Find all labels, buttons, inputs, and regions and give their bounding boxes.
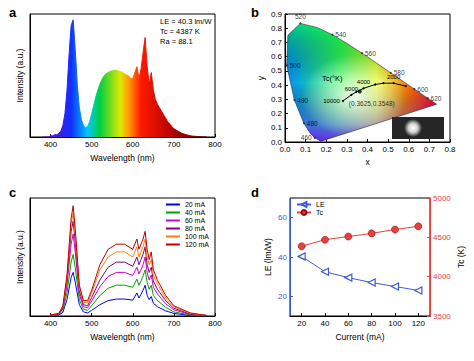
svg-text:LE = 40.3 lm/W: LE = 40.3 lm/W [160,17,212,26]
svg-text:3500: 3500 [433,312,451,321]
svg-text:520: 520 [295,13,306,20]
svg-text:80 mA: 80 mA [185,225,206,232]
svg-text:620: 620 [431,95,442,102]
svg-text:Tc (K): Tc (K) [456,246,466,268]
svg-text:540: 540 [335,31,346,38]
svg-text:480: 480 [307,120,318,127]
svg-text:40: 40 [321,319,330,328]
svg-text:0.5: 0.5 [271,66,283,75]
svg-text:d: d [251,185,259,200]
svg-text:2000: 2000 [387,74,401,80]
svg-text:0.5: 0.5 [383,145,395,154]
svg-text:800: 800 [208,140,222,149]
svg-text:500: 500 [85,140,99,149]
svg-text:0.6: 0.6 [271,52,283,61]
svg-text:40 mA: 40 mA [185,209,206,216]
svg-text:0.4: 0.4 [271,81,283,90]
svg-text:0.7: 0.7 [271,38,283,47]
svg-text:x: x [365,157,370,167]
svg-text:700: 700 [167,140,181,149]
svg-text:c: c [9,185,16,200]
svg-text:0.3: 0.3 [271,95,283,104]
svg-text:y: y [256,75,266,80]
svg-text:0.1: 0.1 [271,123,283,132]
svg-text:120 mA: 120 mA [185,241,209,248]
svg-text:0.4: 0.4 [362,145,374,154]
svg-text:(0.3625,0.3548): (0.3625,0.3548) [349,100,395,108]
svg-text:20: 20 [278,292,287,301]
svg-text:120: 120 [412,319,426,328]
svg-text:580: 580 [393,69,405,77]
svg-text:4000: 4000 [357,79,371,85]
svg-text:0.2: 0.2 [321,145,333,154]
svg-text:500: 500 [85,319,99,328]
svg-text:Intensity (a.u.): Intensity (a.u.) [15,48,25,102]
svg-text:6000: 6000 [345,86,359,92]
svg-text:600: 600 [126,319,140,328]
svg-text:700: 700 [167,319,181,328]
svg-text:Wavelength (nm): Wavelength (nm) [90,332,155,342]
svg-text:100: 100 [388,319,402,328]
svg-text:10000: 10000 [323,98,340,104]
svg-text:0.8: 0.8 [271,24,283,33]
svg-text:b: b [251,5,259,20]
svg-text:400: 400 [44,319,58,328]
svg-text:LE: LE [316,201,325,208]
svg-text:Tc: Tc [316,209,324,216]
svg-text:560: 560 [365,50,376,57]
svg-text:60: 60 [278,213,287,222]
svg-text:Current (mA): Current (mA) [335,332,384,342]
svg-text:460: 460 [301,134,312,141]
svg-text:60: 60 [344,319,353,328]
svg-text:0.7: 0.7 [424,145,436,154]
svg-text:Intensity (a.u.): Intensity (a.u.) [15,230,25,284]
svg-text:80: 80 [367,319,376,328]
svg-text:600: 600 [417,86,428,93]
svg-text:Ra = 88.1: Ra = 88.1 [160,37,193,46]
svg-text:500: 500 [290,62,301,69]
svg-text:a: a [9,5,17,20]
svg-text:800: 800 [208,319,222,328]
svg-text:0.1: 0.1 [300,145,312,154]
svg-text:4000: 4000 [433,272,451,281]
svg-text:0.3: 0.3 [341,145,353,154]
svg-text:0.6: 0.6 [403,145,415,154]
svg-text:5000: 5000 [433,194,451,203]
svg-text:100 mA: 100 mA [185,233,209,240]
svg-text:40: 40 [278,253,287,262]
svg-text:0.9: 0.9 [271,10,283,19]
svg-text:60 mA: 60 mA [185,217,206,224]
svg-text:400: 400 [44,140,58,149]
svg-text:LE (lm/W): LE (lm/W) [263,238,273,276]
svg-text:20: 20 [297,319,306,328]
svg-text:4500: 4500 [433,233,451,242]
svg-text:0.8: 0.8 [444,145,456,154]
svg-text:490: 490 [297,97,308,104]
svg-text:0.2: 0.2 [271,109,283,118]
svg-text:600: 600 [126,140,140,149]
svg-text:0.0: 0.0 [270,137,282,147]
svg-text:Wavelength (nm): Wavelength (nm) [90,153,155,163]
svg-text:20 mA: 20 mA [185,201,206,208]
svg-text:0.0: 0.0 [279,145,291,154]
svg-text:Tc = 4387 K: Tc = 4387 K [160,27,200,36]
svg-text:Tc(°K): Tc(°K) [322,74,343,83]
